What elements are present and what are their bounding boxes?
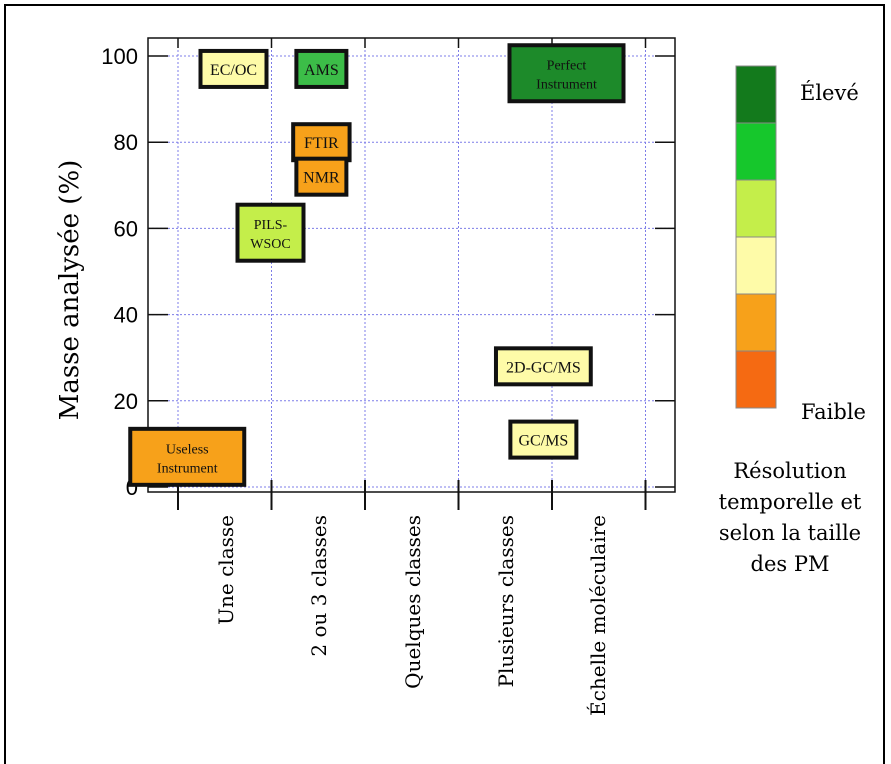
color-scale-swatch <box>735 293 777 352</box>
instrument-label: Instrument <box>536 78 597 93</box>
instrument-box: PILS- WSOC <box>235 202 306 263</box>
scale-high-label: Élevé <box>800 81 859 105</box>
instrument-box: EC/OC <box>198 48 269 89</box>
instrument-box-rect <box>294 156 349 197</box>
color-scale-legend: Élevé Faible Résolution temporelle et selon … <box>719 65 866 576</box>
legend-title-line: selon la taille <box>719 521 861 545</box>
instrument-label: FTIR <box>304 135 339 152</box>
color-scale-swatch <box>735 122 777 181</box>
y-tick-label: 80 <box>114 130 138 155</box>
x-category-label: Une classe <box>214 515 238 625</box>
color-scale-swatch <box>735 179 777 238</box>
instrument-box: GC/MS <box>508 419 579 460</box>
legend-title-line: temporelle et <box>719 490 862 514</box>
instrument-box-rect <box>128 426 247 487</box>
instrument-label: NMR <box>303 170 340 187</box>
instrument-label: Useless <box>166 442 209 457</box>
instrument-label: EC/OC <box>210 62 257 79</box>
x-category-labels: Une classe 2 ou 3 classes Quelques classes… <box>214 515 610 716</box>
instrument-box: 2D-GC/MS <box>493 346 593 387</box>
instrument-label: 2D-GC/MS <box>506 359 581 376</box>
y-tick-label: 100 <box>101 44 138 69</box>
color-scale-swatch <box>735 65 777 124</box>
instrument-label: PILS- <box>254 218 288 233</box>
legend-title-line: des PM <box>751 552 830 576</box>
x-category-label: Quelques classes <box>401 515 425 689</box>
instrument-label: Instrument <box>157 461 218 476</box>
x-category-label: 2 ou 3 classes <box>307 515 331 657</box>
instrument-boxes: EC/OC AMS Perfect Instrument FTIR NMR PILS- WSO… <box>128 43 626 487</box>
figure-frame <box>4 4 885 764</box>
plot-border <box>147 37 676 493</box>
instrument-label: Perfect <box>547 59 587 74</box>
instrument-label: GC/MS <box>518 433 568 450</box>
color-scale-swatch <box>735 350 777 409</box>
instrument-label: WSOC <box>250 237 290 252</box>
instrument-box-rect <box>198 48 269 89</box>
instrument-box-rect <box>508 419 579 460</box>
instrument-box-rect <box>507 43 626 104</box>
instrument-box: AMS <box>294 48 349 89</box>
instrument-label: AMS <box>304 62 339 79</box>
scale-low-label: Faible <box>801 400 866 424</box>
instrument-box-rect <box>294 48 349 89</box>
y-tick-label: 60 <box>114 216 138 241</box>
y-tick-label: 20 <box>114 389 138 414</box>
instrument-box: Useless Instrument <box>128 426 247 487</box>
plot-area <box>147 37 676 493</box>
instrument-box: Perfect Instrument <box>507 43 626 104</box>
y-tick-label: 40 <box>114 303 138 328</box>
x-category-label: Échelle moléculaire <box>586 515 610 716</box>
instrument-box: NMR <box>294 156 349 197</box>
instrument-box-rect <box>235 202 306 263</box>
x-category-label: Plusieurs classes <box>494 515 518 687</box>
y-axis-label: Masse analysée (%) <box>55 160 85 421</box>
instrument-box-rect <box>493 346 593 387</box>
color-scale-swatch <box>735 236 777 295</box>
instrument-box: FTIR <box>291 122 352 163</box>
legend-title-line: Résolution <box>733 459 846 483</box>
